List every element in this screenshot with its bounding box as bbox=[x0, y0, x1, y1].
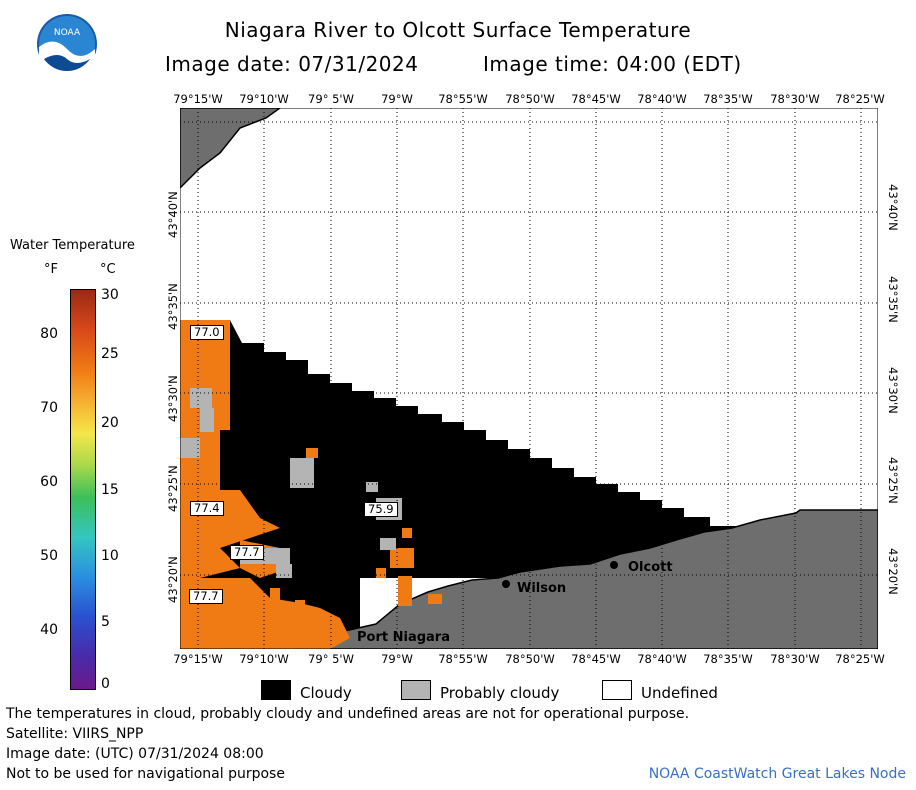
lon-label: 78°55'W bbox=[438, 92, 488, 106]
lon-label: 78°55'W bbox=[438, 652, 488, 666]
lon-label: 78°35'W bbox=[703, 92, 753, 106]
probably-cloudy-patches bbox=[180, 388, 402, 578]
colorbar-tick-c: 20 bbox=[101, 415, 119, 431]
noaa-logo-icon: NOAA bbox=[37, 14, 97, 81]
lon-label: 78°40'W bbox=[637, 652, 687, 666]
utc-date-text: Image date: (UTC) 07/31/2024 08:00 bbox=[6, 746, 264, 762]
legend-label-cloudy: Cloudy bbox=[300, 684, 352, 702]
colorbar-tick-f: 40 bbox=[40, 622, 58, 638]
lon-label: 78°35'W bbox=[703, 652, 753, 666]
colorbar-tick-f: 80 bbox=[40, 326, 58, 342]
lon-label: 78°50'W bbox=[505, 652, 555, 666]
colorbar-tick-f: 50 bbox=[40, 548, 58, 564]
colorbar-tick-c: 25 bbox=[101, 346, 119, 362]
lon-label: 79°10'W bbox=[239, 92, 289, 106]
lat-label: 43°40'N bbox=[166, 191, 180, 238]
lat-label: 43°30'N bbox=[886, 367, 900, 414]
disclaimer-text: The temperatures in cloud, probably clou… bbox=[6, 706, 690, 722]
colorbar bbox=[70, 289, 96, 690]
colorbar-tick-f: 70 bbox=[40, 400, 58, 416]
sst-label: 77.7 bbox=[230, 545, 264, 560]
navigation-warning: Not to be used for navigational purpose bbox=[6, 766, 285, 782]
image-date: Image date: 07/31/2024 bbox=[165, 52, 419, 76]
lat-label: 43°35'N bbox=[886, 276, 900, 323]
colorbar-title: Water Temperature bbox=[10, 238, 135, 253]
lon-label: 79° 5'W bbox=[308, 92, 354, 106]
lon-label: 78°45'W bbox=[571, 652, 621, 666]
colorbar-unit-c: °C bbox=[100, 262, 116, 277]
sst-label: 77.7 bbox=[189, 589, 223, 604]
map-panel bbox=[180, 108, 878, 649]
lon-label: 79°15'W bbox=[173, 652, 223, 666]
svg-text:NOAA: NOAA bbox=[54, 28, 81, 38]
place-port-niagara: Port Niagara bbox=[357, 630, 450, 645]
lon-label: 79°10'W bbox=[239, 652, 289, 666]
wilson-marker bbox=[502, 580, 510, 588]
colorbar-tick-c: 5 bbox=[101, 614, 110, 630]
sst-label: 77.0 bbox=[190, 325, 224, 340]
noaa-logo: NOAA bbox=[36, 13, 98, 81]
colorbar-tick-c: 15 bbox=[101, 482, 119, 498]
credit-text: NOAA CoastWatch Great Lakes Node bbox=[648, 766, 906, 782]
colorbar-tick-c: 30 bbox=[101, 287, 119, 303]
map-title: Niagara River to Olcott Surface Temperat… bbox=[224, 18, 692, 42]
colorbar-tick-c: 0 bbox=[101, 676, 110, 692]
lon-label: 79° 5'W bbox=[308, 652, 354, 666]
lat-label: 43°30'N bbox=[166, 375, 180, 422]
sst-label: 77.4 bbox=[190, 501, 224, 516]
image-time: Image time: 04:00 (EDT) bbox=[483, 52, 742, 76]
lat-label: 43°25'N bbox=[886, 457, 900, 504]
land-south bbox=[329, 509, 878, 649]
lon-label: 79°15'W bbox=[173, 92, 223, 106]
lon-label: 79°W bbox=[381, 652, 413, 666]
colorbar-unit-f: °F bbox=[44, 262, 58, 277]
colorbar-tick-c: 10 bbox=[101, 548, 119, 564]
lon-label: 78°50'W bbox=[505, 92, 555, 106]
place-olcott: Olcott bbox=[628, 560, 673, 575]
lon-label: 78°25'W bbox=[835, 652, 885, 666]
lon-label: 78°30'W bbox=[770, 652, 820, 666]
grid-lines bbox=[180, 108, 878, 649]
lat-label: 43°20'N bbox=[886, 548, 900, 595]
lon-label: 78°40'W bbox=[637, 92, 687, 106]
legend-swatch-probably-cloudy bbox=[401, 680, 431, 700]
sst-label: 75.9 bbox=[364, 502, 398, 517]
legend-swatch-cloudy bbox=[261, 680, 291, 700]
land-northwest bbox=[180, 108, 282, 190]
lat-label: 43°25'N bbox=[166, 465, 180, 512]
lon-label: 78°45'W bbox=[571, 92, 621, 106]
lat-label: 43°20'N bbox=[166, 556, 180, 603]
legend-label-probably-cloudy: Probably cloudy bbox=[440, 684, 560, 702]
lon-label: 78°25'W bbox=[835, 92, 885, 106]
lon-label: 79°W bbox=[381, 92, 413, 106]
lon-label: 78°30'W bbox=[770, 92, 820, 106]
place-wilson: Wilson bbox=[517, 581, 567, 596]
olcott-marker bbox=[610, 561, 618, 569]
legend-swatch-undefined bbox=[602, 680, 632, 700]
colorbar-tick-f: 60 bbox=[40, 474, 58, 490]
lat-label: 43°35'N bbox=[166, 283, 180, 330]
legend-label-undefined: Undefined bbox=[641, 684, 718, 702]
satellite-text: Satellite: VIIRS_NPP bbox=[6, 726, 144, 742]
lat-label: 43°40'N bbox=[886, 184, 900, 231]
